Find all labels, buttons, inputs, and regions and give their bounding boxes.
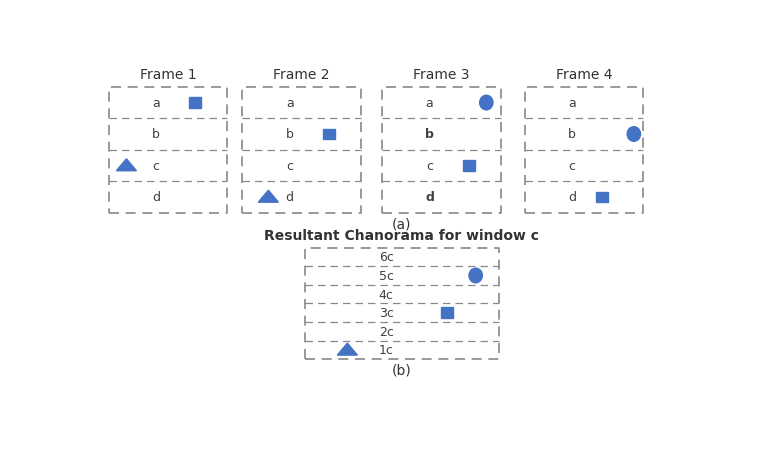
- Text: c: c: [286, 160, 293, 173]
- Text: d: d: [425, 191, 434, 204]
- Text: a: a: [426, 97, 434, 110]
- Text: 2c: 2c: [379, 325, 394, 338]
- Text: Frame 1: Frame 1: [140, 69, 196, 82]
- Text: d: d: [568, 191, 576, 204]
- Text: 6c: 6c: [379, 251, 394, 264]
- Text: a: a: [568, 97, 576, 110]
- Bar: [441, 307, 452, 318]
- Text: d: d: [152, 191, 160, 204]
- Text: 5c: 5c: [379, 269, 394, 282]
- Text: c: c: [153, 160, 159, 173]
- Text: 4c: 4c: [379, 288, 394, 301]
- Ellipse shape: [469, 269, 482, 283]
- Text: (a): (a): [392, 217, 412, 231]
- Text: a: a: [286, 97, 293, 110]
- Polygon shape: [116, 159, 136, 171]
- Ellipse shape: [480, 96, 493, 111]
- Text: b: b: [285, 128, 294, 141]
- Text: c: c: [568, 160, 575, 173]
- Ellipse shape: [627, 127, 641, 142]
- Bar: [596, 192, 608, 203]
- Text: 1c: 1c: [379, 344, 394, 357]
- Bar: [323, 129, 335, 140]
- Text: b: b: [425, 128, 434, 141]
- Text: (b): (b): [392, 363, 412, 377]
- Text: Frame 2: Frame 2: [274, 69, 330, 82]
- Text: b: b: [568, 128, 576, 141]
- Polygon shape: [259, 191, 278, 203]
- Text: a: a: [152, 97, 160, 110]
- Bar: [189, 98, 201, 109]
- Text: Resultant Chanorama for window c: Resultant Chanorama for window c: [264, 229, 539, 243]
- Text: Frame 3: Frame 3: [413, 69, 470, 82]
- Text: d: d: [285, 191, 294, 204]
- Bar: [463, 161, 474, 171]
- Polygon shape: [337, 344, 358, 355]
- Text: b: b: [152, 128, 160, 141]
- Text: c: c: [426, 160, 433, 173]
- Text: Frame 4: Frame 4: [556, 69, 612, 82]
- Text: 3c: 3c: [379, 307, 394, 319]
